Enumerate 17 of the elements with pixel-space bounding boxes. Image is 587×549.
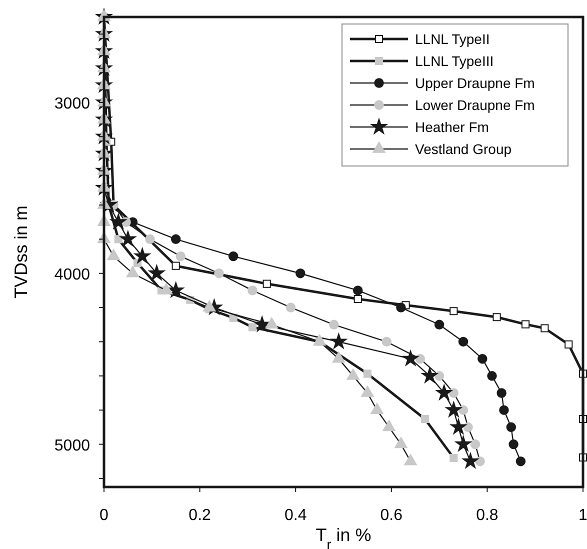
y-tick-label: 4000	[54, 266, 90, 284]
x-axis-title: T$_{r}$ in %	[316, 525, 372, 549]
x-tick-label: 0.2	[188, 507, 212, 524]
legend-label: Heather Fm	[415, 119, 489, 135]
y-tick-label: 3000	[54, 95, 90, 112]
y-tick-label: 5000	[54, 437, 90, 454]
x-tick-label: 0	[100, 507, 109, 524]
legend-label: Upper Draupne Fm	[415, 75, 535, 91]
x-tick-label: 1	[578, 507, 587, 524]
legend-label: Lower Draupne Fm	[415, 97, 535, 113]
x-tick-label: 0.6	[380, 507, 403, 524]
y-axis-title: TVDss in m	[11, 205, 31, 299]
legend-label: Vestland Group	[415, 141, 512, 157]
legend-label: LLNL TypeII	[415, 31, 490, 47]
legend-label: LLNL TypeIII	[415, 53, 494, 69]
x-tick-label: 0.8	[476, 507, 498, 524]
x-tick-label: 0.4	[284, 507, 307, 524]
